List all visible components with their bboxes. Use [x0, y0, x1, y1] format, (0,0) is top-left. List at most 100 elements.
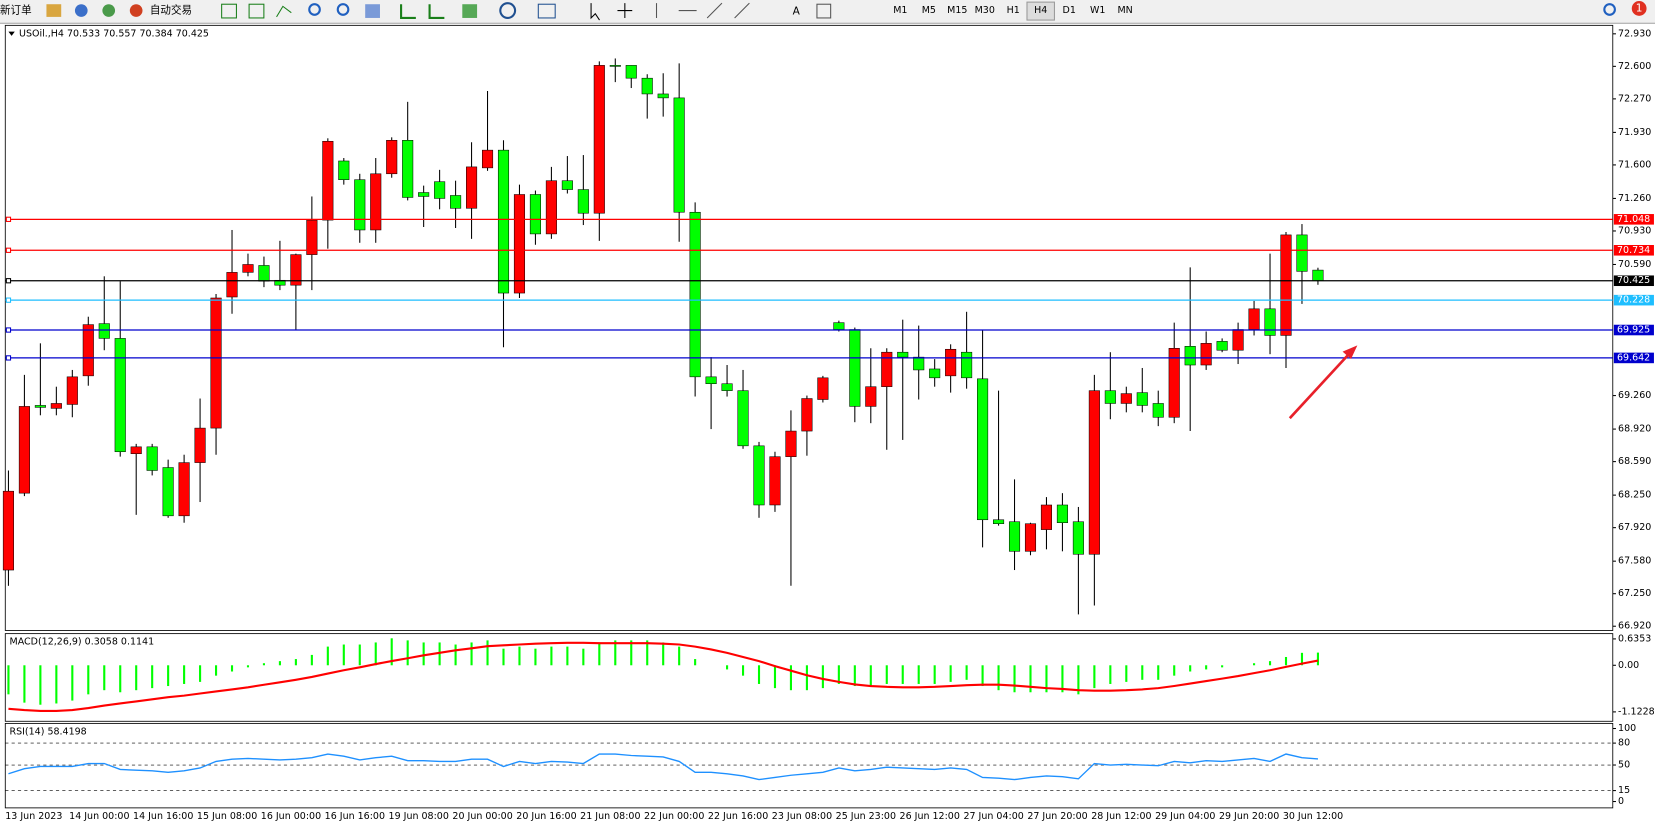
y-tick-label: 70.930: [1618, 225, 1651, 236]
icon[interactable]: A: [793, 6, 801, 18]
icon[interactable]: [462, 4, 478, 18]
candle-body: [1296, 234, 1308, 272]
line-handle: [5, 278, 12, 284]
timeframe-button[interactable]: MN: [1117, 5, 1132, 16]
y-tick-label: 67.920: [1618, 522, 1651, 533]
timeframe-button[interactable]: W1: [1090, 5, 1105, 16]
icon[interactable]: [617, 3, 633, 18]
candle-body: [1056, 504, 1068, 523]
candle-body: [210, 297, 222, 429]
x-tick-label: 21 Jun 08:00: [580, 811, 640, 822]
price-label-bg: [1613, 245, 1654, 256]
y-tick-label: 100: [1618, 723, 1636, 734]
price-label-bg: [1613, 275, 1654, 287]
signal-line: [8, 641, 1319, 712]
timeframe-active: [1026, 1, 1055, 21]
icon[interactable]: [276, 5, 292, 18]
candle-body: [833, 322, 845, 330]
line-handle: [5, 355, 12, 361]
icon[interactable]: [46, 4, 62, 17]
candle-body: [66, 376, 78, 405]
candle-body: [577, 189, 589, 214]
y-tick-label: 67.250: [1618, 588, 1651, 599]
panel-title: USOil.,H4 70.533 70.557 70.384 70.425: [19, 28, 209, 39]
candle-body: [529, 194, 541, 235]
candle-body: [98, 323, 110, 339]
line-handle: [5, 297, 12, 303]
candle-body: [450, 195, 462, 209]
candle-body: [849, 329, 861, 407]
icon[interactable]: [537, 3, 556, 19]
candle-body: [497, 149, 510, 294]
icon[interactable]: [74, 4, 88, 17]
timeframe-button[interactable]: M30: [975, 5, 995, 16]
panel-frame: [4, 633, 1614, 722]
candle-body: [673, 97, 685, 213]
candle-body: [130, 446, 142, 454]
icon[interactable]: [308, 3, 321, 16]
x-tick-label: 20 Jun 00:00: [452, 811, 512, 822]
icon[interactable]: [129, 4, 143, 17]
candle-body: [306, 219, 318, 255]
candle-body: [434, 181, 446, 199]
candle-body: [1040, 504, 1053, 530]
x-tick-label: 22 Jun 00:00: [644, 811, 704, 822]
candle-body: [993, 519, 1005, 524]
y-tick-label: 72.270: [1618, 93, 1651, 104]
icon[interactable]: [336, 3, 350, 16]
search-icon[interactable]: [1603, 3, 1616, 16]
x-tick-label: 16 Jun 16:00: [325, 811, 385, 822]
y-tick-label: 0.6353: [1618, 633, 1651, 644]
timeframe-button[interactable]: M5: [922, 5, 936, 16]
candle-body: [1280, 234, 1292, 336]
timeframe-button[interactable]: M1: [893, 5, 907, 16]
candle-body: [945, 348, 957, 377]
icon[interactable]: [365, 4, 380, 18]
badge[interactable]: [1631, 1, 1647, 16]
auto-trading[interactable]: 自动交易: [150, 4, 192, 17]
candle-body: [18, 406, 30, 494]
icon[interactable]: [400, 4, 416, 20]
candle-body: [50, 403, 62, 409]
candle-body: [194, 427, 206, 463]
toolbar: 新订单 自动交易 A 1: [0, 0, 1655, 24]
candle-body: [513, 194, 526, 294]
price-label: 70.425: [1617, 275, 1650, 286]
timeframe-button[interactable]: H4: [1034, 5, 1047, 16]
price-label-bg: [1613, 214, 1654, 225]
icon[interactable]: [102, 4, 116, 17]
candle-body: [466, 166, 478, 209]
y-tick-label: 67.580: [1618, 556, 1651, 567]
rsi-line: [8, 753, 1319, 781]
candle-body: [1216, 341, 1228, 351]
candle-body: [82, 324, 94, 377]
y-tick-label: 50: [1618, 760, 1630, 771]
y-tick-label: 68.590: [1618, 456, 1651, 467]
candle-body: [657, 93, 669, 99]
icon[interactable]: [499, 2, 517, 20]
candle-body: [609, 65, 621, 67]
icon[interactable]: [590, 3, 600, 21]
y-tick-label: 0.00: [1618, 660, 1639, 671]
icon[interactable]: [816, 3, 832, 19]
candle-body: [737, 390, 749, 447]
x-tick-label: 27 Jun 20:00: [1027, 811, 1087, 822]
timeframe-button[interactable]: H1: [1007, 5, 1020, 16]
icon[interactable]: [248, 3, 265, 19]
candle-body: [977, 378, 989, 521]
icon[interactable]: [221, 3, 237, 19]
x-tick-label: 19 Jun 08:00: [389, 811, 449, 822]
icon[interactable]: [655, 2, 750, 19]
new-order[interactable]: 新订单: [0, 4, 32, 17]
candle-body: [769, 456, 781, 506]
candle-body: [897, 351, 909, 358]
timeframe-button[interactable]: M15: [947, 5, 967, 16]
notification-count: 1: [1636, 2, 1643, 14]
candle-body: [1248, 308, 1260, 330]
y-tick-label: 68.250: [1618, 490, 1651, 501]
icon[interactable]: [428, 4, 445, 20]
timeframe-button[interactable]: D1: [1063, 5, 1076, 16]
candle-body: [178, 462, 190, 517]
menu-triangle: [8, 31, 15, 36]
y-tick-label: 71.930: [1618, 127, 1651, 138]
